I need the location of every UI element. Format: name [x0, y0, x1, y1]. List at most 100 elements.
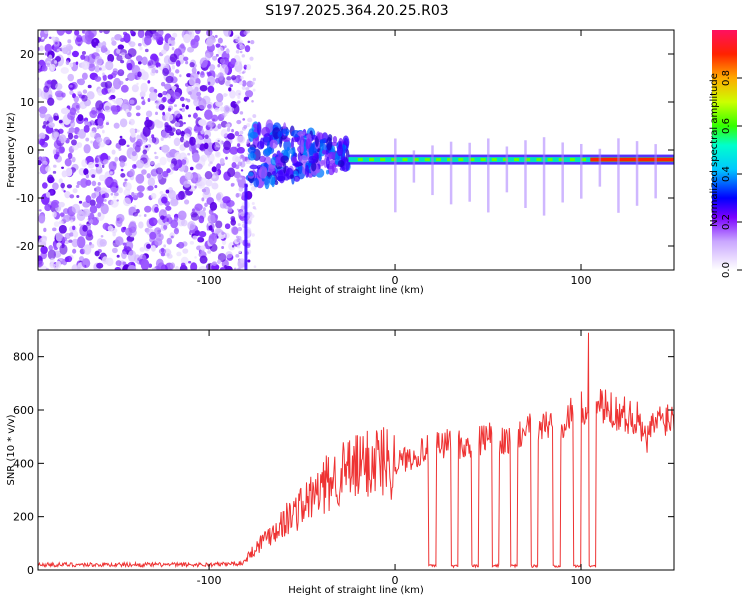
noise-speckle: [116, 199, 119, 202]
noise-speckle: [114, 266, 121, 270]
noise-speckle: [70, 81, 78, 90]
noise-speckle: [211, 261, 218, 266]
noise-speckle: [221, 245, 225, 250]
noise-speckle: [196, 91, 202, 97]
noise-speckle: [161, 144, 170, 153]
noise-speckle: [165, 189, 170, 194]
onset-blob: [253, 177, 260, 188]
spectrogram-ytick-label: -10: [16, 192, 34, 205]
noise-speckle: [224, 265, 233, 270]
noise-speckle: [169, 163, 175, 169]
noise-speckle: [53, 115, 59, 121]
onset-blob: [326, 169, 330, 175]
carrier-segment: [469, 158, 475, 162]
noise-speckle: [85, 195, 92, 203]
carrier-segment: [458, 158, 464, 162]
noise-speckle: [154, 206, 159, 213]
noise-speckle: [144, 35, 152, 46]
carrier-smear: [449, 141, 453, 205]
noise-speckle: [180, 43, 185, 49]
noise-speckle: [38, 260, 44, 267]
noise-speckle: [178, 54, 184, 61]
noise-speckle: [114, 156, 119, 162]
carrier-segment: [547, 158, 553, 162]
onset-streak: [244, 183, 248, 270]
carrier-smear: [468, 142, 471, 202]
noise-speckle: [183, 121, 186, 125]
noise-speckle: [138, 221, 144, 229]
noise-speckle: [151, 67, 156, 74]
noise-speckle: [238, 71, 242, 75]
noise-speckle: [78, 200, 83, 204]
noise-speckle: [43, 85, 49, 93]
noise-speckle: [199, 143, 206, 152]
noise-speckle: [110, 192, 114, 196]
noise-speckle: [157, 92, 163, 98]
onset-blob: [317, 132, 324, 141]
noise-speckle: [124, 182, 132, 191]
noise-speckle: [212, 175, 216, 179]
noise-speckle: [214, 107, 220, 112]
noise-speckle: [238, 81, 244, 86]
noise-speckle: [191, 208, 196, 212]
noise-speckle: [237, 143, 241, 147]
noise-speckle: [160, 137, 164, 141]
noise-speckle: [137, 61, 142, 65]
noise-speckle: [85, 173, 90, 179]
noise-speckle: [81, 258, 91, 269]
snr-ytick-label: 600: [13, 404, 34, 417]
noise-speckle: [214, 137, 223, 148]
noise-speckle: [179, 136, 185, 143]
noise-speckle: [190, 39, 196, 46]
noise-speckle: [71, 139, 77, 146]
noise-speckle: [246, 123, 251, 128]
noise-speckle: [116, 48, 121, 54]
noise-speckle: [221, 231, 225, 235]
noise-speckle: [181, 158, 187, 165]
carrier-smear: [431, 145, 434, 196]
noise-speckle: [246, 96, 250, 100]
spectrogram-ylabel: Frequency (Hz): [6, 112, 17, 188]
noise-speckle: [219, 58, 225, 64]
noise-speckle: [235, 193, 240, 198]
spectrogram-xtick-label: -100: [197, 274, 222, 287]
noise-speckle: [86, 229, 93, 238]
noise-speckle: [42, 125, 47, 129]
noise-speckle: [227, 167, 236, 178]
noise-speckle: [96, 212, 105, 221]
noise-speckle: [41, 65, 48, 72]
noise-speckle: [140, 82, 148, 94]
onset-blob: [247, 146, 256, 154]
noise-speckle: [206, 75, 216, 87]
noise-speckle: [240, 45, 245, 50]
noise-speckle: [183, 128, 191, 136]
noise-speckle: [209, 161, 213, 165]
noise-speckle: [200, 245, 206, 251]
noise-speckle: [183, 33, 191, 44]
noise-speckle: [181, 134, 185, 138]
snr-ytick-label: 200: [13, 511, 34, 524]
noise-speckle: [158, 104, 165, 111]
noise-speckle: [162, 171, 169, 178]
noise-speckle: [215, 220, 223, 229]
snr-ylabel: SNR (10 * v/v): [6, 414, 17, 485]
noise-speckle: [83, 124, 90, 133]
noise-speckle: [76, 236, 86, 249]
noise-speckle: [56, 48, 60, 52]
noise-speckle: [94, 157, 99, 164]
noise-speckle: [131, 151, 137, 157]
carrier-smear: [505, 146, 509, 193]
noise-speckle: [240, 182, 245, 187]
noise-speckle: [216, 153, 220, 157]
noise-speckle: [82, 89, 88, 94]
noise-speckle: [159, 191, 164, 195]
noise-speckle: [139, 247, 145, 252]
onset-blob: [319, 139, 326, 144]
noise-speckle: [215, 53, 219, 57]
noise-speckle: [164, 121, 169, 128]
noise-speckle: [76, 90, 82, 95]
onset-blob: [283, 161, 287, 174]
noise-speckle: [126, 62, 133, 71]
noise-speckle: [113, 195, 117, 199]
noise-speckle: [123, 33, 131, 43]
